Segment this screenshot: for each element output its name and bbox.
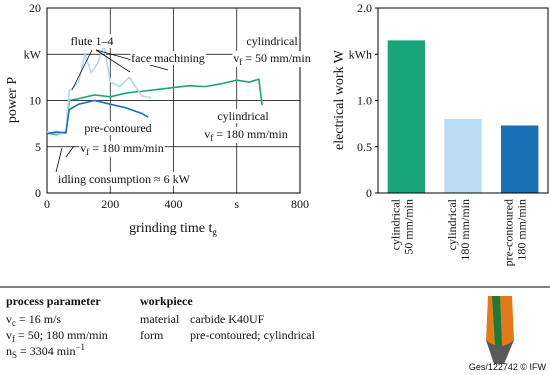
annotation: flute 1–4 (71, 34, 114, 48)
annotation-part: idling consumption ≈ 6 kW (58, 172, 191, 186)
parameter-value: pre-contoured; cylindrical (190, 328, 316, 342)
x-tick-label: 0 (44, 197, 50, 211)
x-tick-label: 800 (291, 197, 309, 211)
x-axis-label-part: g (212, 227, 217, 237)
plot-frame (377, 7, 549, 194)
x-tick-label: cylindrical50 mm/min (388, 198, 415, 254)
annotation-bg (57, 172, 192, 186)
annotation-bg (216, 109, 271, 123)
x-tick-label: 200 (101, 197, 119, 211)
annotation: cylindrical (246, 34, 298, 48)
y-tick-label: 10 (29, 94, 41, 108)
annotation-bg (69, 34, 115, 48)
y-tick-label: 20 (29, 1, 41, 15)
annotation: pre-contoured (84, 121, 151, 135)
parameter-part: −1 (75, 342, 85, 352)
annotation-part: v (204, 127, 210, 141)
parameter: vf = 50; 180 mm/min (6, 328, 108, 344)
y-axis-label: power P (5, 77, 20, 123)
annotation-part: f (86, 147, 89, 157)
y-tick-label: 5 (35, 140, 41, 154)
parameter-part: = 3304 min (17, 344, 75, 358)
annotation-part: = 180 mm/min (213, 127, 287, 141)
annotation-part: f (210, 133, 213, 143)
annotation-part: = 180 mm/min (89, 141, 163, 155)
x-tick-label: pre-contoured180 mm/min (502, 199, 529, 266)
credit: Ges/122742 © IFW (469, 362, 547, 372)
annotation-part: = 50 mm/min (242, 51, 310, 65)
y-tick-label: 0 (35, 186, 41, 200)
parameter: vc = 16 m/s (6, 312, 61, 328)
y-tick-label: 0.5 (357, 140, 372, 154)
leader-line (95, 49, 131, 73)
annotation: face machining (131, 51, 205, 65)
x-tick-label: s (234, 197, 239, 211)
bar (387, 40, 426, 193)
parameter-value: carbide K40UF (190, 312, 265, 326)
leader-line (65, 145, 75, 158)
parameter-part: = 16 m/s (16, 312, 61, 326)
annotation-part: v (233, 51, 239, 65)
parameter: nS = 3304 min−1 (6, 342, 85, 360)
x-axis-label-part: grinding time t (129, 221, 212, 236)
y-tick-label: 1.0 (357, 94, 372, 108)
parameter-part: v (6, 328, 12, 342)
y-tick-label: kW (24, 47, 42, 61)
annotation-part: cylindrical (217, 109, 269, 123)
section-title: process parameter (6, 294, 101, 308)
parameter-part: n (6, 344, 12, 358)
parameter-part: S (12, 350, 17, 360)
parameter-key: material (140, 312, 180, 326)
annotation-bg (79, 141, 165, 157)
leader-line (71, 49, 93, 91)
x-axis-label: grinding time tg (129, 221, 217, 237)
annotation: vf = 180 mm/min (204, 127, 287, 143)
annotation: cylindrical (217, 109, 269, 123)
annotation-part: face machining (131, 51, 205, 65)
annotation-bg (245, 34, 300, 48)
annotation-bg (203, 127, 289, 143)
parameter-part: v (6, 312, 12, 326)
line (46, 99, 149, 135)
annotation-bg (83, 121, 153, 135)
bar (500, 125, 539, 193)
annotation-bg (130, 51, 206, 65)
parameter-part: = 50; 180 mm/min (15, 328, 108, 342)
annotation: vf = 180 mm/min (80, 141, 163, 157)
parameter-part: f (12, 334, 15, 344)
x-tick-label: 400 (165, 197, 183, 211)
annotation-part: f (239, 57, 242, 67)
leader-line (55, 147, 63, 173)
annotation: vf = 50 mm/min (233, 51, 310, 67)
annotation: idling consumption ≈ 6 kW (58, 172, 191, 186)
plot-frame (46, 7, 301, 194)
annotation-part: pre-contoured (84, 121, 151, 135)
tool-image (486, 296, 514, 364)
annotation-part: v (80, 141, 86, 155)
y-tick-label: 2.0 (357, 1, 372, 15)
parameter-part: c (12, 318, 16, 328)
annotation-part: flute 1–4 (71, 34, 114, 48)
y-tick-label: 0 (366, 186, 372, 200)
bar (444, 119, 482, 193)
y-axis-label: electrical work W (332, 49, 347, 150)
x-tick-label: cylindrical180 mm/min (445, 198, 472, 260)
y-tick-label: kWh (349, 47, 372, 61)
parameter-key: form (140, 328, 164, 342)
annotation-bg (232, 51, 312, 67)
section-title: workpiece (140, 294, 193, 308)
annotation-part: cylindrical (246, 34, 298, 48)
